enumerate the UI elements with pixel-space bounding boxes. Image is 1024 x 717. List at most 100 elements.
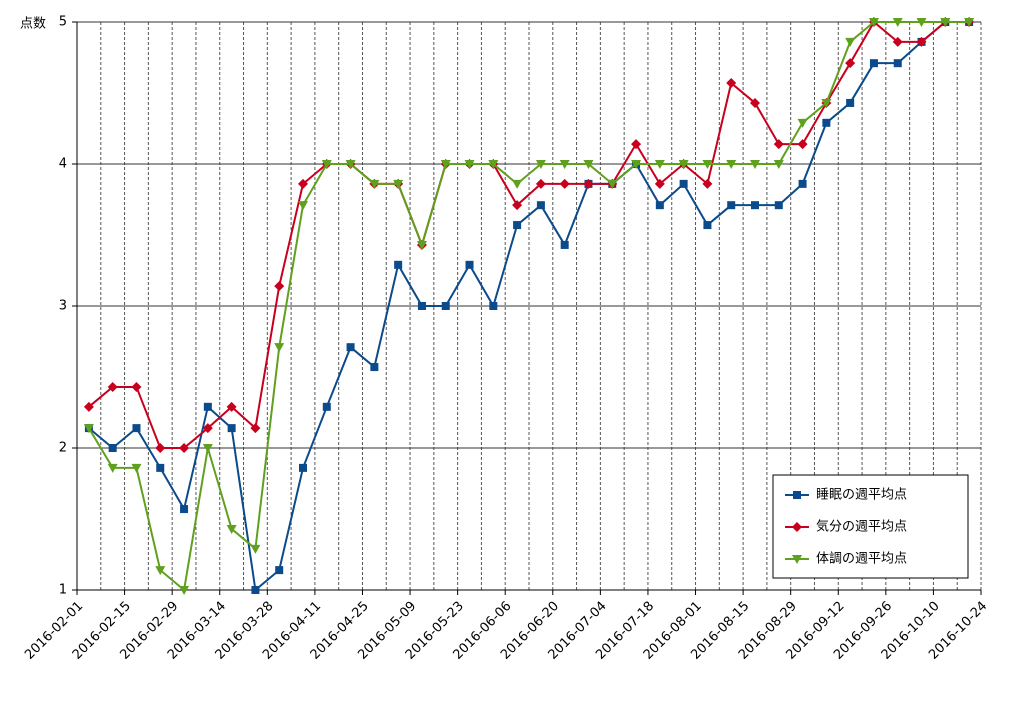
marker [750,97,760,108]
marker [298,178,308,189]
marker [440,160,451,169]
marker [155,443,166,453]
marker [83,424,94,434]
marker [131,381,142,392]
marker [370,363,379,372]
marker [654,160,665,169]
marker [131,463,142,473]
marker [250,423,261,434]
marker [321,160,332,169]
marker [822,118,831,127]
marker [156,463,165,472]
marker [488,160,499,169]
marker [583,178,594,189]
marker [846,98,855,107]
marker [793,491,801,499]
marker [774,201,783,210]
y-tick-label: 1 [59,583,67,598]
marker [274,281,285,292]
marker [226,524,237,534]
marker [535,178,546,189]
marker [465,260,474,269]
marker [750,160,760,169]
marker [679,179,688,188]
marker [394,260,403,269]
marker [845,37,856,47]
series-line [88,20,970,449]
marker [560,240,569,249]
marker [702,160,713,169]
y-axis-label: 点数 [20,17,46,32]
marker [916,36,927,47]
marker [655,201,664,210]
marker [916,18,927,27]
marker [869,59,878,68]
marker [417,302,426,310]
marker [107,381,118,392]
marker [299,463,307,472]
marker [792,522,802,532]
marker [821,98,832,108]
y-tick-label: 2 [59,441,67,456]
marker [203,402,212,411]
marker [83,401,94,412]
marker [631,139,642,150]
legend-label: 気分の週平均点 [816,519,907,535]
marker [678,160,689,169]
marker [393,179,404,189]
marker [322,402,331,411]
marker [179,443,190,453]
marker [702,178,713,189]
marker [346,343,355,352]
marker [797,118,808,128]
marker [703,221,712,230]
marker [345,160,356,169]
marker [202,444,213,453]
marker [845,58,856,69]
marker [108,444,117,452]
marker [559,178,570,189]
marker [751,201,759,210]
marker [179,586,190,595]
marker [773,160,784,169]
marker [726,78,737,89]
marker [654,178,665,189]
marker [155,566,166,576]
marker [559,160,570,169]
marker [107,463,118,473]
marker [964,18,975,27]
marker [464,160,475,169]
marker [792,555,802,564]
marker [227,424,236,433]
marker [773,139,784,150]
series-line [88,21,970,592]
marker [892,36,903,47]
y-tick-label: 3 [59,299,67,314]
legend-label: 睡眠の週平均点 [816,488,907,503]
marker [251,586,260,594]
marker [132,424,141,433]
series-line [88,21,970,592]
marker [298,201,308,211]
marker [180,505,189,514]
marker [202,423,213,434]
marker [250,544,261,554]
marker [536,201,545,210]
y-tick-label: 5 [59,15,67,30]
marker [369,179,380,189]
marker [940,18,951,27]
marker [893,59,902,68]
marker [489,302,498,310]
marker [416,240,427,250]
marker [631,160,642,169]
marker [226,401,237,412]
marker [512,179,523,189]
marker [727,201,736,210]
marker [274,343,285,353]
marker [798,179,807,188]
marker [892,18,903,27]
legend-label: 体調の週平均点 [816,552,907,567]
